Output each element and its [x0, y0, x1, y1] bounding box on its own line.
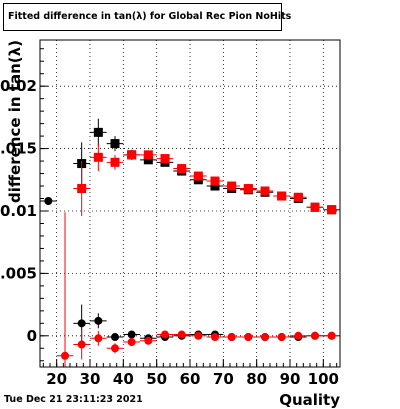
x-tick-label: 40: [113, 370, 134, 388]
data-point-circle: [294, 331, 303, 340]
y-axis-label: difference in tan(λ): [6, 40, 24, 203]
data-point-circle: [177, 330, 186, 339]
data-point-square: [143, 150, 153, 160]
series-layer: [40, 118, 340, 367]
data-point-circle: [127, 330, 136, 339]
y-tick-label: 0: [27, 327, 37, 345]
data-point-circle: [94, 316, 103, 325]
data-point-circle: [127, 338, 136, 347]
data-point-square: [277, 191, 287, 201]
data-point-circle: [327, 331, 336, 340]
data-point-square: [93, 152, 103, 162]
data-point-square: [93, 127, 103, 137]
data-point-circle: [227, 333, 236, 342]
data-point-square: [227, 181, 237, 191]
data-point-square: [110, 139, 120, 149]
grid: [40, 40, 340, 367]
data-point-square: [293, 192, 303, 202]
x-tick-label: 60: [180, 370, 201, 388]
x-tick-label: 100: [308, 370, 339, 388]
data-point-circle: [311, 331, 319, 340]
data-point-circle: [194, 331, 203, 340]
data-point-circle: [77, 340, 86, 349]
data-point-square: [310, 202, 320, 212]
data-point-square: [77, 184, 87, 194]
data-point-circle: [211, 333, 219, 342]
data-point-circle: [77, 319, 86, 328]
data-point-square: [177, 164, 187, 174]
data-point-circle: [44, 197, 53, 206]
x-tick-label: 50: [146, 370, 167, 388]
data-point-square: [143, 155, 153, 165]
data-point-square: [193, 171, 203, 181]
data-point-circle: [161, 330, 169, 339]
plot-frame: [39, 39, 341, 368]
data-point-square: [260, 186, 270, 196]
y-tick-label: 0.015: [0, 140, 37, 158]
x-tick-label: 20: [46, 370, 67, 388]
x-axis-label: Quality: [279, 391, 340, 409]
data-point-circle: [61, 351, 69, 360]
x-tick-label: 90: [280, 370, 301, 388]
axis-ticks: 20 30 40 50 60 70 80 90 100 0 0.005 0.01 0.015 0.02: [0, 48, 339, 388]
data-point-square: [110, 157, 120, 167]
data-point-circle: [277, 333, 286, 342]
title-box: Fitted difference in tan(λ) for Global R…: [3, 3, 291, 31]
data-point-square: [210, 181, 220, 191]
data-point-circle: [244, 333, 253, 342]
data-point-circle: [94, 334, 103, 343]
x-tick-label: 30: [80, 370, 101, 388]
y-tick-label: 0.01: [0, 202, 37, 220]
data-point-square: [327, 205, 337, 215]
chart-title: Fitted difference in tan(λ) for Global R…: [8, 11, 292, 22]
data-point-circle: [261, 333, 269, 342]
data-point-circle: [144, 336, 153, 345]
data-point-square: [210, 176, 220, 186]
timestamp: Tue Dec 21 23:11:23 2021: [4, 394, 143, 405]
data-point-square: [160, 154, 170, 164]
data-point-square: [127, 150, 137, 160]
data-point-square: [243, 184, 253, 194]
x-tick-label: 80: [246, 370, 267, 388]
data-point-circle: [111, 344, 119, 353]
y-tick-label: 0.005: [0, 264, 37, 282]
data-point-circle: [111, 333, 119, 342]
y-tick-label: 0.02: [0, 77, 37, 95]
x-tick-label: 70: [213, 370, 234, 388]
